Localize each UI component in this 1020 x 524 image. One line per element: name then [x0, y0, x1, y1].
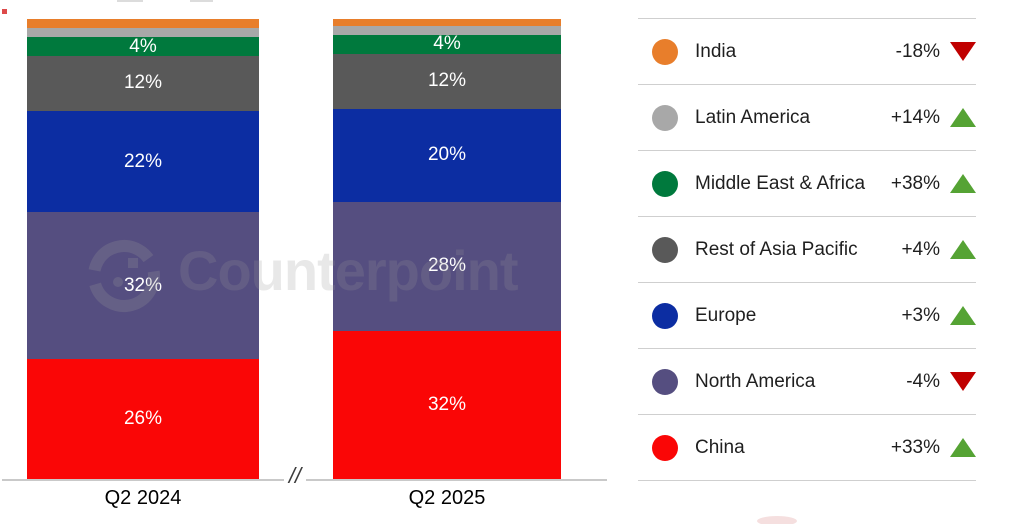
legend-color-dot-icon [652, 434, 678, 461]
legend-color-dot-icon [652, 236, 678, 263]
legend-row-india: India -18% [638, 18, 976, 84]
legend-color-dot-icon [652, 38, 678, 65]
yoy-change-value: +14% [890, 106, 940, 128]
axis-break-symbol: // [288, 463, 302, 488]
down-triangle-icon [950, 42, 976, 61]
legend-color-dot-icon [652, 368, 678, 395]
legend-label: India [695, 40, 737, 62]
segment-europe: 22% [27, 110, 259, 213]
cropped-red-fragment [2, 9, 7, 14]
segment-india [333, 19, 561, 26]
up-triangle-icon [950, 108, 976, 127]
segment-value-label: 22% [123, 150, 163, 172]
segment-value-label: 26% [123, 408, 163, 430]
x-axis-line-right [306, 479, 607, 481]
segment-latin-america [27, 28, 259, 38]
legend-label: Latin America [695, 106, 811, 128]
up-triangle-icon [950, 174, 976, 193]
legend-label: North America [695, 370, 816, 392]
yoy-change-value: +4% [901, 238, 940, 260]
segment-value-label: 32% [427, 393, 467, 415]
segment-value-label: 20% [427, 144, 467, 166]
legend-label: Europe [695, 304, 757, 326]
segment-north-america: 32% [27, 212, 259, 360]
down-triangle-icon [950, 372, 976, 391]
legend-label: China [695, 436, 745, 458]
yoy-change-value: -4% [906, 370, 940, 392]
yoy-change-value: +38% [890, 172, 940, 194]
up-triangle-icon [950, 438, 976, 457]
x-axis-line-left [2, 479, 284, 481]
segment-value-label: 12% [427, 70, 467, 92]
segment-rest-of-asia-pacific: 12% [27, 55, 259, 111]
legend-row-china: China +33% [638, 414, 976, 480]
yoy-change-value: +33% [890, 436, 940, 458]
segment-value-label: 32% [123, 274, 163, 296]
legend-row-rest-of-asia-pacific: Rest of Asia Pacific +4% [638, 216, 976, 282]
up-triangle-icon [950, 240, 976, 259]
legend-color-dot-icon [652, 170, 678, 197]
segment-china: 32% [333, 331, 561, 479]
segment-middle-east-africa: 4% [333, 33, 561, 55]
segment-value-label: 12% [123, 72, 163, 94]
legend-row-latin-america: Latin America +14% [638, 84, 976, 150]
segment-india [27, 19, 259, 29]
yoy-change-value: +3% [901, 304, 940, 326]
up-triangle-icon [950, 306, 976, 325]
legend-row-middle-east-africa: Middle East & Africa +38% [638, 150, 976, 216]
legend-label: Rest of Asia Pacific [695, 238, 858, 260]
legend: India -18% Latin America +14% Middle East & … [638, 18, 976, 481]
segment-china: 26% [27, 359, 259, 479]
stacked-bar-q2-2025: 4% 12% 20% 28% 32% [333, 19, 561, 479]
legend-row-europe: Europe +3% [638, 282, 976, 348]
legend-row-north-america: North America -4% [638, 348, 976, 414]
segment-latin-america [333, 25, 561, 36]
segment-middle-east-africa: 4% [27, 35, 259, 57]
segment-value-label: 4% [433, 33, 461, 55]
segment-europe: 20% [333, 109, 561, 202]
segment-value-label: 28% [427, 255, 467, 277]
cropped-logo-fragment [757, 516, 797, 524]
segment-north-america: 28% [333, 201, 561, 331]
legend-color-dot-icon [652, 104, 678, 131]
x-tick-label-q2-2024: Q2 2024 [104, 487, 182, 509]
segment-value-label: 4% [129, 35, 157, 57]
x-tick-label-q2-2025: Q2 2025 [408, 487, 486, 509]
cropped-top-fragment [190, 0, 213, 2]
legend-color-dot-icon [652, 302, 678, 329]
legend-label: Middle East & Africa [695, 172, 866, 194]
segment-rest-of-asia-pacific: 12% [333, 53, 561, 110]
cropped-top-fragment [117, 0, 143, 2]
yoy-change-value: -18% [895, 40, 940, 62]
stacked-bar-q2-2024: 4% 12% 22% 32% 26% [27, 19, 259, 479]
